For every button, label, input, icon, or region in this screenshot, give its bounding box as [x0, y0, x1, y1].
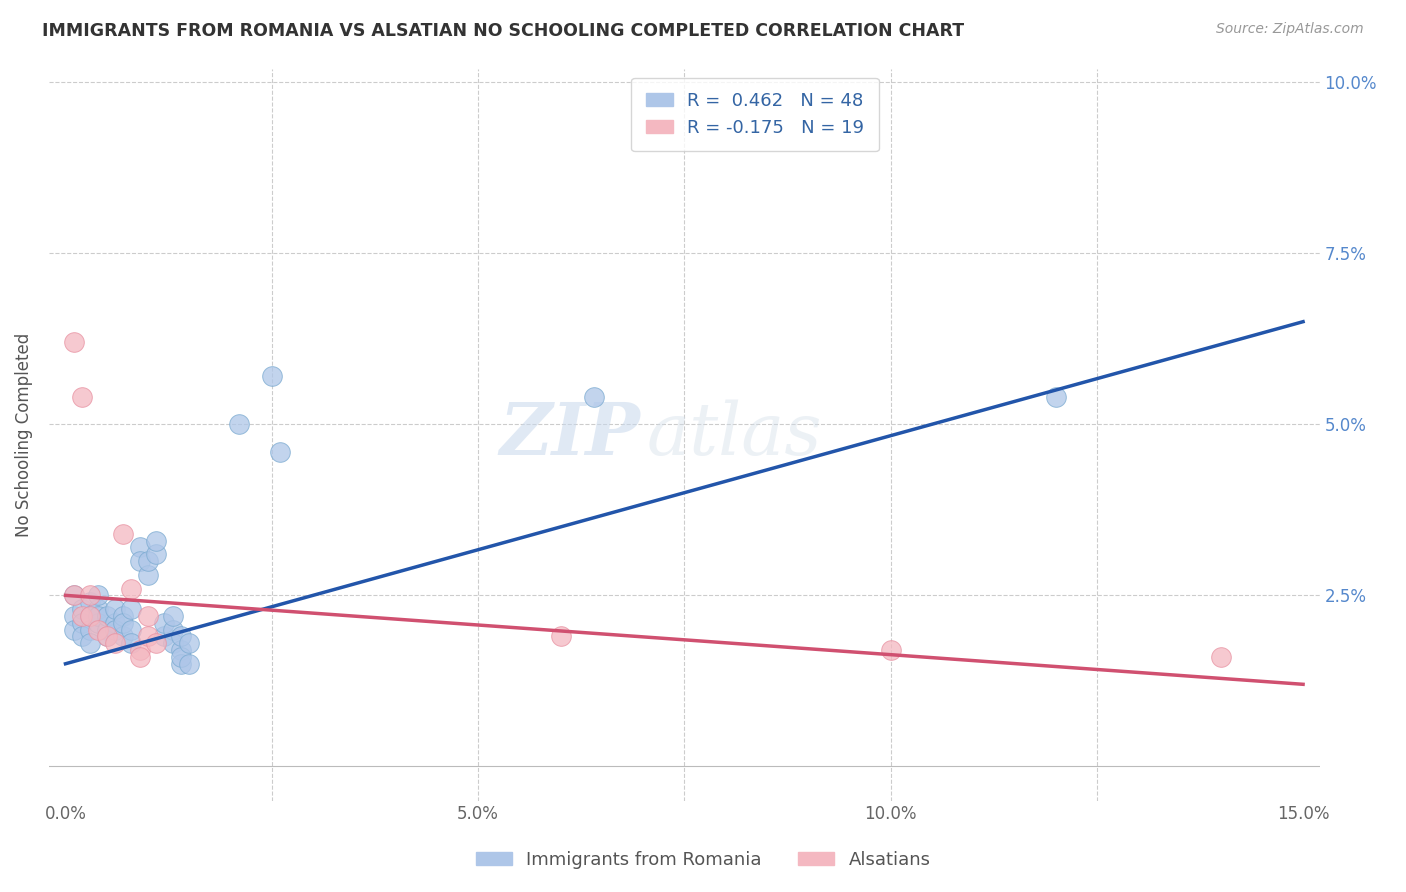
Point [260, 369, 283, 384]
Point [1209, 649, 1232, 664]
Point [179, 636, 201, 650]
Point [87, 615, 110, 630]
Point [62, 608, 84, 623]
Point [79, 608, 101, 623]
Point [170, 643, 193, 657]
Point [550, 629, 572, 643]
Point [112, 615, 135, 630]
Point [128, 643, 150, 657]
Point [121, 602, 143, 616]
Point [104, 636, 127, 650]
Point [96, 629, 118, 643]
Point [70, 390, 93, 404]
Point [170, 657, 193, 671]
Point [79, 595, 101, 609]
Point [145, 533, 167, 548]
Point [112, 526, 135, 541]
Point [269, 444, 291, 458]
Point [128, 554, 150, 568]
Point [96, 623, 118, 637]
Point [170, 649, 193, 664]
Point [145, 636, 167, 650]
Point [136, 567, 159, 582]
Text: IMMIGRANTS FROM ROMANIA VS ALSATIAN NO SCHOOLING COMPLETED CORRELATION CHART: IMMIGRANTS FROM ROMANIA VS ALSATIAN NO S… [42, 22, 965, 40]
Legend: R =  0.462   N = 48, R = -0.175   N = 19: R = 0.462 N = 48, R = -0.175 N = 19 [631, 78, 879, 152]
Point [112, 608, 135, 623]
Point [79, 636, 101, 650]
Point [145, 547, 167, 561]
Point [1045, 390, 1067, 404]
Point [87, 588, 110, 602]
Point [104, 615, 127, 630]
Point [128, 649, 150, 664]
Point [170, 629, 193, 643]
Point [79, 588, 101, 602]
Point [62, 335, 84, 350]
Point [582, 390, 605, 404]
Point [104, 623, 127, 637]
Point [87, 608, 110, 623]
Point [162, 623, 184, 637]
Point [62, 588, 84, 602]
Point [87, 623, 110, 637]
Point [121, 582, 143, 596]
Point [136, 608, 159, 623]
Point [62, 623, 84, 637]
Point [79, 623, 101, 637]
Legend: Immigrants from Romania, Alsatians: Immigrants from Romania, Alsatians [468, 844, 938, 876]
Point [70, 602, 93, 616]
Point [70, 615, 93, 630]
Point [70, 629, 93, 643]
Point [179, 657, 201, 671]
Point [153, 615, 176, 630]
Point [228, 417, 250, 432]
Point [136, 554, 159, 568]
Point [879, 643, 901, 657]
Point [112, 629, 135, 643]
Text: Source: ZipAtlas.com: Source: ZipAtlas.com [1216, 22, 1364, 37]
Text: ZIP: ZIP [499, 399, 640, 470]
Point [121, 636, 143, 650]
Point [96, 629, 118, 643]
Point [79, 608, 101, 623]
Point [128, 541, 150, 555]
Point [153, 629, 176, 643]
Point [62, 588, 84, 602]
Point [96, 608, 118, 623]
Point [162, 636, 184, 650]
Point [87, 602, 110, 616]
Point [162, 608, 184, 623]
Text: atlas: atlas [647, 400, 821, 470]
Y-axis label: No Schooling Completed: No Schooling Completed [15, 333, 32, 537]
Point [70, 608, 93, 623]
Point [104, 602, 127, 616]
Point [121, 623, 143, 637]
Point [136, 629, 159, 643]
